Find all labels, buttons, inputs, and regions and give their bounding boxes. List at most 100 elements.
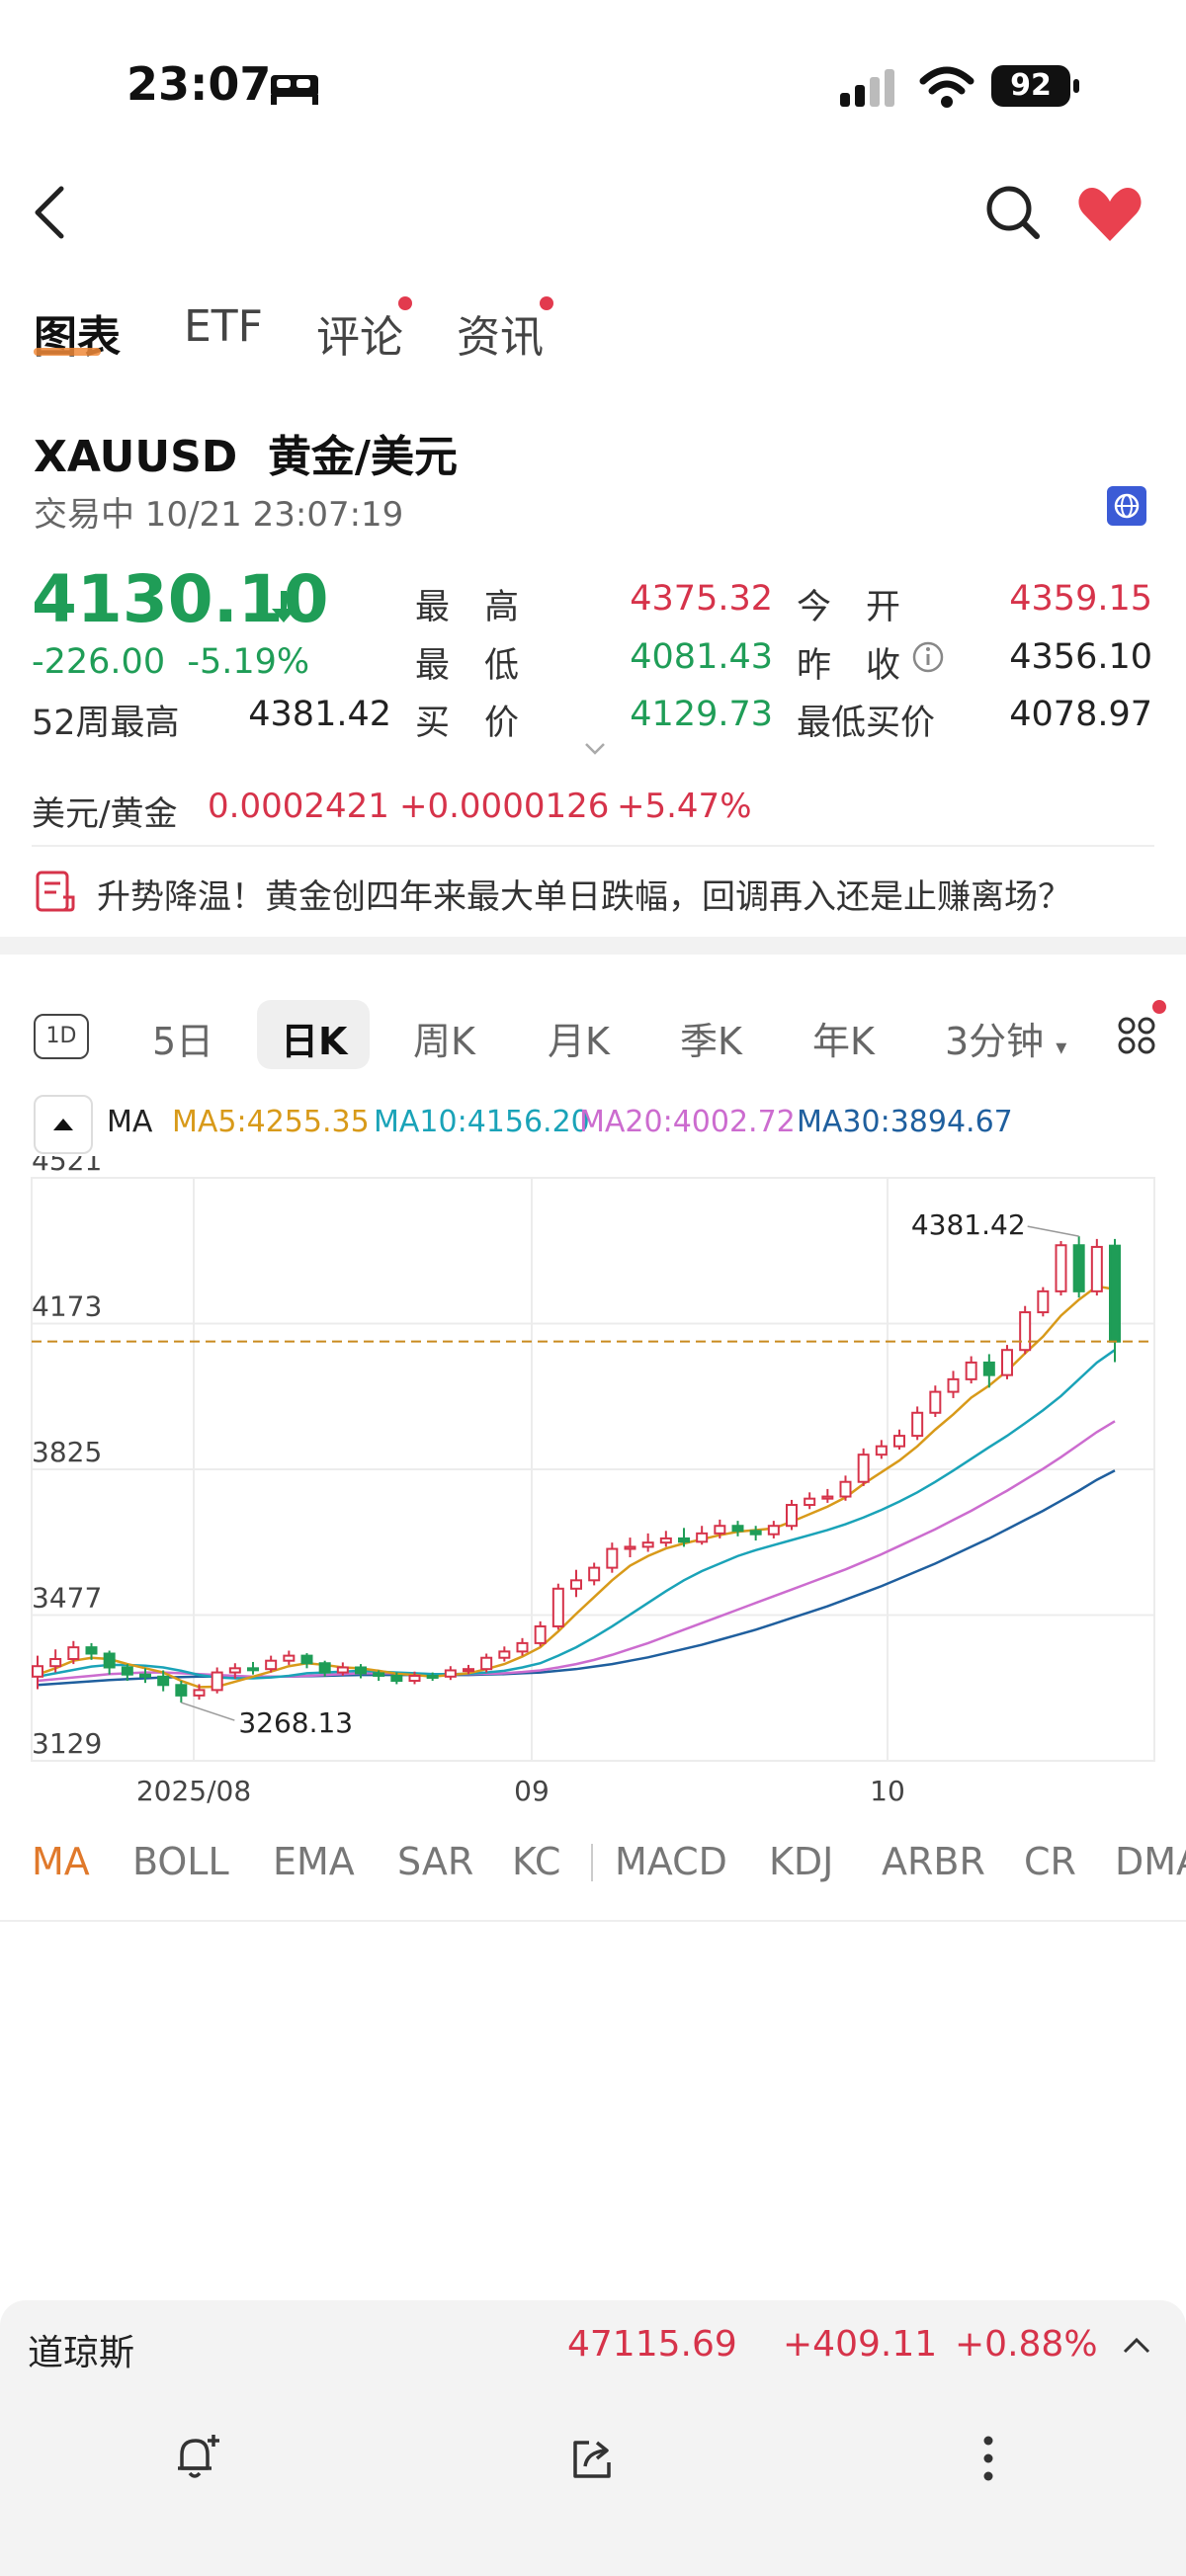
indicator-divider — [591, 1844, 593, 1881]
candle — [498, 1650, 511, 1659]
battery-indicator: 92 — [991, 65, 1070, 107]
open-value: 4359.15 — [1009, 579, 1152, 619]
period-weekly-k[interactable]: 周K — [413, 1020, 475, 1063]
candle — [893, 1435, 905, 1448]
candle — [67, 1646, 80, 1661]
indicator-arbr[interactable]: ARBR — [882, 1840, 985, 1883]
back-arrow-icon[interactable] — [30, 183, 69, 242]
favorite-heart-icon[interactable] — [1077, 186, 1143, 243]
ma-label: MA — [107, 1105, 153, 1139]
candle — [767, 1525, 780, 1536]
indicator-dma[interactable]: DMA — [1115, 1840, 1186, 1883]
info-icon[interactable] — [911, 640, 945, 674]
candle — [534, 1624, 547, 1644]
bell-plus-icon[interactable] — [174, 2433, 221, 2482]
tab-comments[interactable]: 评论 — [316, 312, 403, 363]
period-1d-button[interactable]: 1D — [34, 1014, 89, 1059]
candle — [480, 1656, 493, 1671]
candle — [157, 1675, 170, 1687]
candle — [749, 1530, 762, 1536]
expand-chevron-icon[interactable] — [583, 741, 607, 757]
indicator-kdj[interactable]: KDJ — [769, 1840, 834, 1883]
collapse-ma-button[interactable] — [34, 1095, 93, 1154]
candle — [929, 1390, 942, 1414]
period-monthly-k[interactable]: 月K — [548, 1020, 610, 1063]
indicator-macd[interactable]: MACD — [615, 1840, 727, 1883]
candle — [463, 1668, 474, 1673]
period-3min-dropdown[interactable]: 3分钟 ▾ — [945, 1020, 1067, 1063]
bid-label: 买 价 — [415, 704, 520, 743]
candle — [32, 1665, 43, 1678]
candle — [1072, 1244, 1085, 1292]
candle — [1019, 1311, 1032, 1352]
section-divider — [0, 937, 1186, 955]
candle — [606, 1547, 619, 1569]
indicator-tabs: MA BOLL EMA SAR KC MACD KDJ ARBR CR DMA — [0, 1840, 1186, 1899]
prev-close-label: 昨 收 — [797, 646, 901, 686]
candle — [588, 1566, 601, 1582]
candle — [373, 1672, 385, 1677]
tab-comments-dot — [398, 296, 412, 310]
symbol-name: 黄金/美元 — [267, 432, 459, 482]
tab-etf[interactable]: ETF — [184, 301, 263, 352]
indicator-boll[interactable]: BOLL — [132, 1840, 229, 1883]
news-headline[interactable]: 升势降温！黄金创四年来最大单日跌幅，回调再入还是止赚离场？ — [97, 877, 1071, 917]
low-value: 4081.43 — [630, 637, 773, 677]
change-value: -226.00 — [32, 642, 166, 682]
y-tick-label: 3477 — [32, 1582, 102, 1615]
period-yearly-k[interactable]: 年K — [812, 1020, 875, 1063]
indicator-cr[interactable]: CR — [1024, 1840, 1076, 1883]
bottom-ticker-change: +409.11 — [783, 2324, 938, 2365]
chevron-up-icon[interactable] — [1121, 2334, 1152, 2358]
candle — [193, 1689, 206, 1697]
indicator-ema[interactable]: EMA — [273, 1840, 355, 1883]
grid-menu-dot — [1152, 1000, 1166, 1014]
candle — [228, 1667, 241, 1674]
candle — [355, 1666, 367, 1675]
indicator-sar[interactable]: SAR — [397, 1840, 474, 1883]
more-icon[interactable] — [978, 2435, 998, 2484]
x-tick-label: 09 — [514, 1775, 550, 1807]
bottom-ticker-name[interactable]: 道琼斯 — [28, 2333, 135, 2373]
period-quarterly-k[interactable]: 季K — [680, 1020, 742, 1063]
candle — [103, 1652, 116, 1669]
battery-tip — [1073, 79, 1079, 93]
indicator-kc[interactable]: KC — [512, 1840, 561, 1883]
globe-icon[interactable] — [1107, 486, 1146, 526]
candle — [1055, 1244, 1067, 1292]
candle — [444, 1669, 457, 1678]
y-tick-label: 3129 — [32, 1727, 102, 1760]
symbol-title: XAUUSD 黄金/美元 — [34, 421, 458, 484]
inverse-change: +0.0000126 — [399, 787, 610, 826]
ma20-line — [37, 1420, 1116, 1683]
bid-value: 4129.73 — [630, 695, 773, 734]
bed-icon — [271, 75, 318, 105]
open-label: 今 开 — [797, 588, 901, 627]
period-5day[interactable]: 5日 — [152, 1020, 214, 1063]
high-label: 最 高 — [415, 588, 520, 627]
candlestick-chart[interactable]: 4521 4173 3825 3477 3129 2025/08 09 10 4381.42 32… — [0, 1156, 1186, 1808]
tab-news[interactable]: 资讯 — [457, 312, 544, 363]
candle — [570, 1579, 582, 1590]
candle — [1001, 1349, 1013, 1376]
w52-value: 4381.42 — [248, 695, 391, 734]
grid-menu-icon[interactable] — [1117, 1016, 1156, 1055]
candle — [516, 1641, 529, 1653]
candle — [786, 1504, 798, 1528]
bottom-ticker-value: 47115.69 — [567, 2324, 737, 2365]
candle — [678, 1537, 690, 1543]
x-tick-label: 10 — [870, 1775, 905, 1807]
candle — [1109, 1244, 1121, 1343]
indicator-ma[interactable]: MA — [32, 1840, 90, 1883]
low-label: 最 低 — [415, 646, 520, 686]
last-price: 4130.10 — [32, 561, 329, 637]
divider — [0, 1920, 1186, 1922]
candle — [875, 1445, 888, 1456]
prev-close-value: 4356.10 — [1009, 637, 1152, 677]
inverse-pct: +5.47% — [617, 787, 752, 826]
search-icon[interactable] — [983, 183, 1043, 242]
candle — [731, 1525, 744, 1533]
share-icon[interactable] — [569, 2437, 615, 2482]
period-daily-k[interactable]: 日K — [281, 1020, 348, 1063]
high-annotation-line — [1027, 1225, 1079, 1237]
